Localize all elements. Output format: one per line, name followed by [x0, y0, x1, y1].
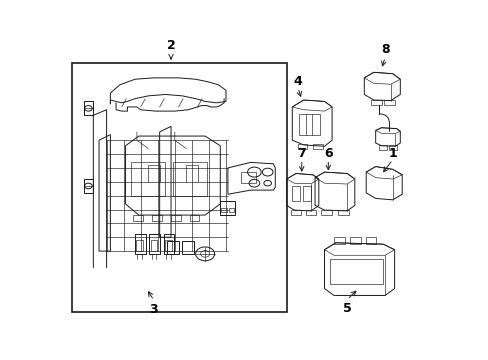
Bar: [337, 210, 348, 215]
Bar: [333, 237, 344, 244]
Text: 6: 6: [324, 147, 332, 159]
Text: 3: 3: [149, 303, 158, 316]
Bar: [297, 144, 307, 149]
Bar: [365, 237, 376, 244]
Bar: [164, 240, 171, 251]
Bar: [241, 172, 256, 183]
Text: 1: 1: [387, 147, 396, 159]
Bar: [171, 215, 180, 221]
Bar: [388, 145, 396, 150]
Bar: [131, 162, 165, 195]
Bar: [182, 242, 193, 254]
Bar: [299, 114, 319, 135]
Bar: [302, 186, 311, 201]
Text: 8: 8: [380, 43, 388, 56]
Bar: [383, 100, 394, 105]
Bar: [305, 210, 315, 215]
Bar: [133, 215, 142, 221]
Text: 2: 2: [166, 39, 175, 52]
Bar: [221, 208, 226, 212]
Bar: [290, 210, 300, 215]
Bar: [329, 260, 383, 284]
Text: 7: 7: [297, 147, 305, 159]
Bar: [370, 100, 381, 105]
Bar: [189, 215, 199, 221]
Text: 5: 5: [342, 302, 351, 315]
Bar: [220, 201, 235, 215]
Bar: [228, 208, 234, 212]
Bar: [349, 237, 360, 244]
Bar: [173, 162, 206, 195]
Bar: [72, 63, 286, 312]
Text: 4: 4: [293, 75, 302, 87]
Bar: [312, 144, 322, 149]
Bar: [150, 240, 157, 251]
Bar: [152, 215, 161, 221]
Bar: [136, 240, 142, 251]
Bar: [291, 186, 299, 201]
Bar: [378, 145, 386, 150]
Bar: [320, 210, 331, 215]
Bar: [167, 242, 178, 254]
